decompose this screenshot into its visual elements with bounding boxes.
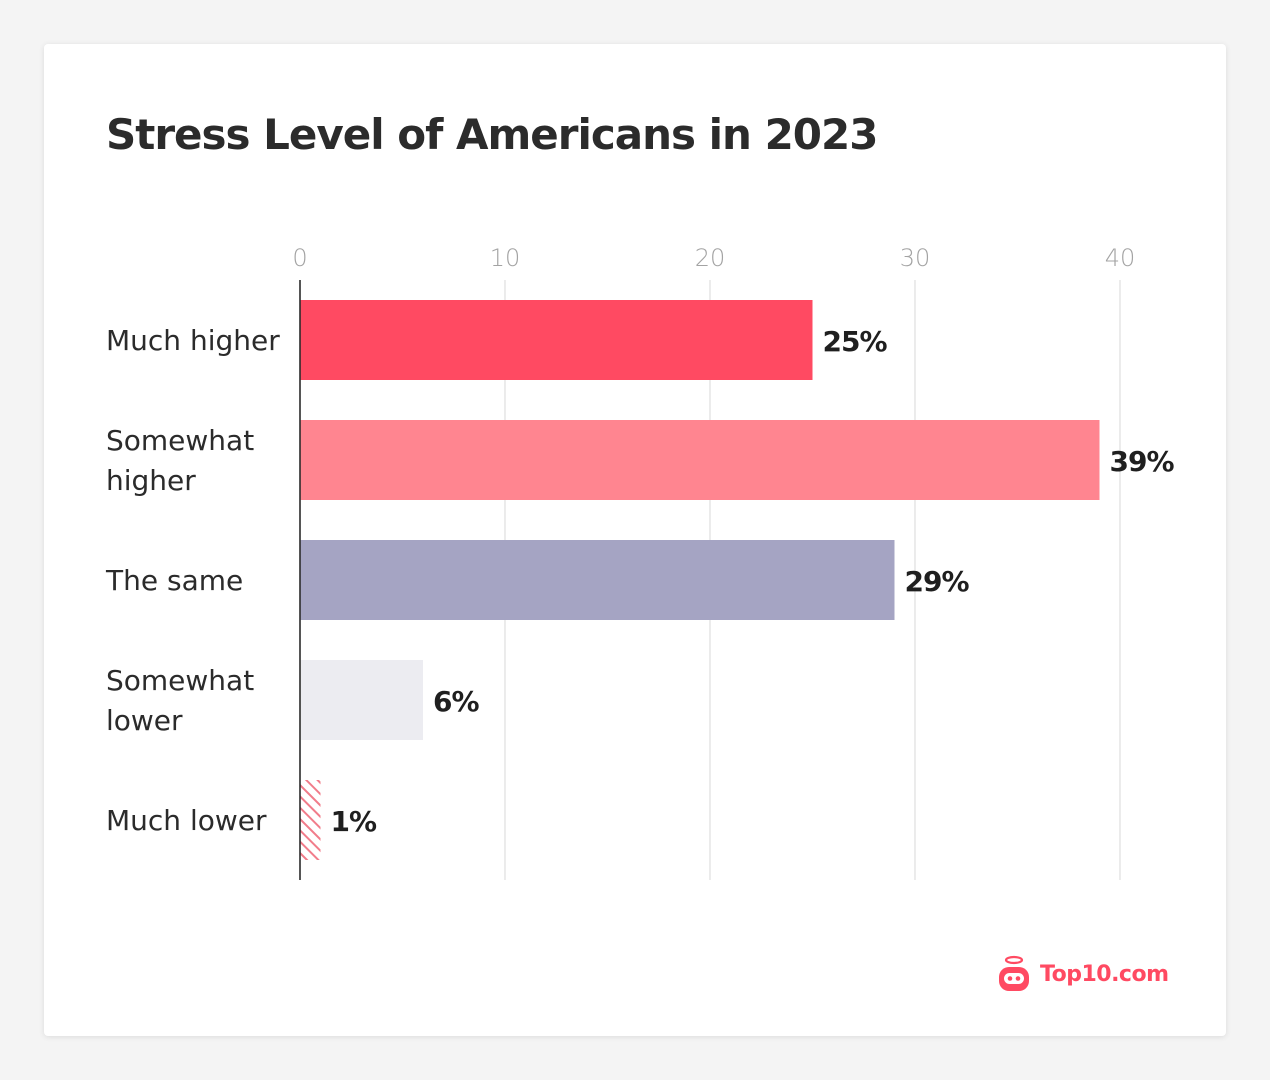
value-labels: 25% 39% 29% 6% 1%: [331, 325, 1176, 838]
logo-text: Top10.com: [1040, 961, 1169, 987]
x-tick-label: 30: [900, 244, 931, 272]
category-labels: Much higher Somewhat higher The same Somewha…: [105, 324, 280, 837]
x-tick-label: 40: [1105, 244, 1136, 272]
category-label: Somewhat lower: [106, 664, 254, 737]
category-label: Much higher: [106, 324, 280, 357]
bar: [300, 660, 423, 740]
bar: [300, 780, 321, 860]
x-tick-label: 0: [292, 244, 307, 272]
value-label: 25%: [823, 325, 888, 358]
category-label: Somewhat higher: [106, 424, 254, 497]
value-label: 6%: [433, 685, 479, 718]
robot-icon: [999, 955, 1029, 991]
bar-chart: 0 10 20 30 40 Much higher Somewhat higher The s…: [105, 244, 1176, 880]
bar: [300, 420, 1100, 500]
chart-card: Stress Level of Americans in 2023 0 10 20 3…: [44, 44, 1226, 1036]
category-label: Much lower: [106, 804, 267, 837]
value-label: 39%: [1110, 445, 1175, 478]
brand-logo: Top10.com: [996, 954, 1169, 994]
value-label: 29%: [905, 565, 970, 598]
bars: [300, 300, 1100, 860]
x-tick-label: 10: [490, 244, 521, 272]
bar: [300, 540, 895, 620]
x-tick-label: 20: [695, 244, 726, 272]
category-label: The same: [105, 564, 243, 597]
chart-title: Stress Level of Americans in 2023: [106, 110, 878, 159]
value-label: 1%: [331, 805, 377, 838]
bar: [300, 300, 813, 380]
x-axis-ticks: 0 10 20 30 40: [292, 244, 1135, 272]
